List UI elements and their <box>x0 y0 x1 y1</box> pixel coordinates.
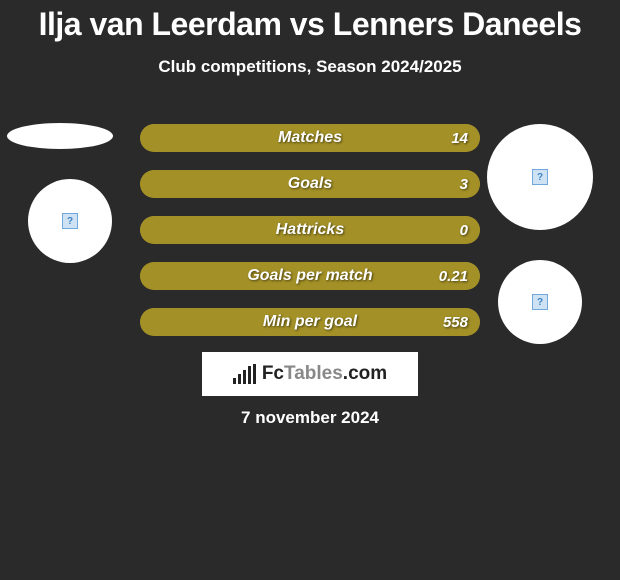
stat-bar-value: 14 <box>451 124 468 152</box>
date-label: 7 november 2024 <box>0 408 620 428</box>
page-title: Ilja van Leerdam vs Lenners Daneels <box>0 0 620 43</box>
logo-part-b: Tables <box>284 363 343 384</box>
stat-bar-row: Hattricks0 <box>140 216 480 244</box>
subtitle: Club competitions, Season 2024/2025 <box>0 57 620 77</box>
logo-bars-icon <box>233 364 256 384</box>
player-left-ellipse <box>7 123 113 149</box>
player-right-avatar-1: ? <box>487 124 593 230</box>
stat-bars: Matches14 Goals3 Hattricks0 Goals per match… <box>140 124 480 354</box>
stat-bar-label: Matches <box>140 124 480 152</box>
stat-bar-label: Goals per match <box>140 262 480 290</box>
stat-bar-row: Goals3 <box>140 170 480 198</box>
placeholder-icon: ? <box>62 213 78 229</box>
stat-bar-value: 0.21 <box>439 262 468 290</box>
logo-part-a: Fc <box>262 363 284 384</box>
stat-bar-label: Goals <box>140 170 480 198</box>
fctables-logo: FcTables.com <box>202 352 418 396</box>
logo-text: FcTables.com <box>262 363 387 385</box>
stat-bar-value: 3 <box>460 170 468 198</box>
player-right-avatar-2: ? <box>498 260 582 344</box>
placeholder-icon: ? <box>532 294 548 310</box>
stat-bar-label: Min per goal <box>140 308 480 336</box>
stat-bar-row: Matches14 <box>140 124 480 152</box>
stat-bar-value: 558 <box>443 308 468 336</box>
stat-bar-value: 0 <box>460 216 468 244</box>
stat-bar-row: Min per goal558 <box>140 308 480 336</box>
placeholder-icon: ? <box>532 169 548 185</box>
stat-bar-row: Goals per match0.21 <box>140 262 480 290</box>
stat-bar-label: Hattricks <box>140 216 480 244</box>
logo-part-c: .com <box>343 363 387 384</box>
player-left-avatar: ? <box>28 179 112 263</box>
